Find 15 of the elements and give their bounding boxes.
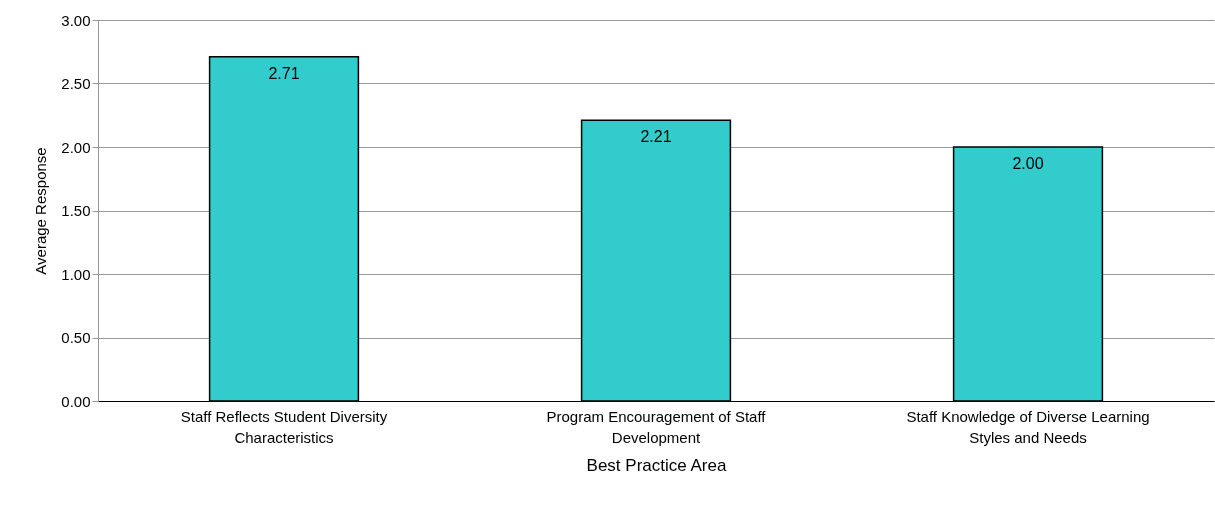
x-tick-label: Program Encouragement of Staff Development <box>546 407 767 446</box>
y-axis-title: Average Response <box>32 147 50 275</box>
y-tick-label: 2.00 <box>61 138 91 156</box>
y-tick-label: 3.00 <box>61 11 91 29</box>
x-tick-label: Staff Reflects Student Diversity Characteristics <box>180 407 388 446</box>
data-label: 2.00 <box>1012 155 1044 172</box>
x-tick-label: Staff Knowledge of Diverse Learning Styles and Needs <box>906 407 1150 446</box>
data-label: 2.21 <box>640 128 672 146</box>
y-tick-label: 1.50 <box>61 202 91 219</box>
data-label: 2.71 <box>268 64 300 82</box>
y-tick-label: 0.00 <box>61 392 91 410</box>
y-tick-label: 0.50 <box>61 329 91 346</box>
y-tick-label: 1.00 <box>61 265 91 283</box>
y-tick-label: 2.50 <box>61 75 91 92</box>
x-axis-title: Best Practice Area <box>586 455 727 475</box>
